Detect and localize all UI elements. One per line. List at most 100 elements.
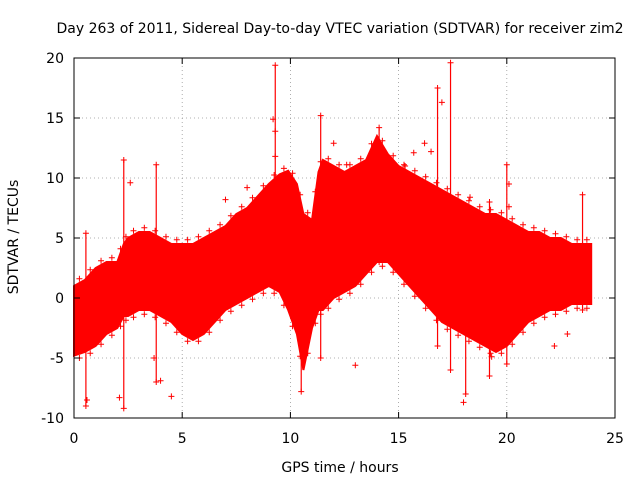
- ticks: 0 5 10 15 20 25 -10 -5 0 5 10 15 20: [41, 51, 624, 447]
- data-point: [476, 344, 483, 351]
- y-tick-label: -5: [50, 351, 64, 367]
- data-point: [206, 329, 213, 336]
- data-point: [157, 377, 164, 384]
- data-point: [401, 281, 408, 288]
- data-point: [153, 379, 160, 385]
- data-point: [390, 152, 397, 159]
- data-band: [73, 133, 593, 371]
- data-point: [433, 317, 440, 324]
- data-point: [505, 203, 512, 210]
- data-point: [289, 170, 296, 177]
- data-point: [503, 161, 510, 168]
- data-point: [462, 203, 469, 210]
- data-point: [563, 233, 570, 240]
- data-point: [455, 332, 462, 339]
- data-point: [498, 350, 505, 357]
- data-point: [298, 388, 305, 395]
- data-point: [411, 293, 418, 300]
- data-point: [260, 290, 267, 297]
- data-point: [487, 206, 494, 213]
- data-point: [117, 323, 124, 330]
- data-point: [152, 227, 159, 234]
- data-point: [376, 124, 383, 131]
- data-point: [87, 266, 94, 273]
- data-point: [379, 263, 386, 270]
- data-point: [141, 311, 148, 318]
- data-point: [195, 233, 202, 240]
- data-point: [530, 224, 537, 231]
- data-point: [410, 149, 417, 156]
- data-point: [280, 165, 287, 172]
- data-point: [486, 199, 493, 205]
- data-point: [317, 112, 324, 119]
- data-point: [116, 394, 123, 401]
- data-point: [271, 290, 278, 297]
- data-point: [217, 221, 224, 228]
- data-point: [487, 350, 494, 357]
- data-point: [130, 314, 137, 321]
- data-point: [76, 275, 83, 282]
- data-point: [249, 194, 256, 201]
- data-point: [401, 161, 408, 168]
- data-point: [244, 184, 251, 191]
- data-point: [465, 197, 472, 204]
- y-tick-label: -10: [41, 411, 64, 427]
- data-point: [379, 137, 386, 144]
- data-point: [434, 85, 441, 91]
- data-point: [325, 305, 332, 312]
- data-point: [249, 296, 256, 303]
- data-point: [486, 373, 493, 379]
- data-point: [462, 391, 469, 397]
- data-point: [297, 353, 304, 360]
- data-point: [541, 227, 548, 234]
- data-point: [173, 236, 180, 243]
- y-tick-label: 10: [46, 171, 64, 187]
- data-point: [98, 341, 105, 348]
- data-point: [352, 362, 359, 369]
- data-layer: [73, 59, 593, 412]
- data-point: [206, 227, 213, 234]
- data-point: [280, 302, 287, 309]
- data-point: [552, 311, 559, 318]
- data-point: [227, 212, 234, 219]
- data-point: [162, 320, 169, 327]
- x-tick-label: 5: [178, 431, 187, 447]
- x-tick-label: 20: [498, 431, 516, 447]
- data-point: [173, 329, 180, 336]
- data-point: [447, 367, 454, 373]
- data-point: [434, 343, 441, 349]
- data-point: [336, 296, 343, 303]
- data-point: [336, 161, 343, 168]
- data-point: [467, 194, 474, 201]
- data-point: [447, 59, 454, 66]
- data-point: [108, 332, 115, 339]
- data-point: [312, 320, 319, 327]
- data-point: [564, 331, 571, 337]
- data-point: [304, 350, 311, 357]
- data-point: [272, 128, 279, 135]
- data-point: [411, 167, 418, 174]
- data-point: [222, 196, 229, 203]
- x-axis-title: GPS time / hours: [281, 460, 398, 476]
- chart-title: Day 263 of 2011, Sidereal Day-to-day VTE…: [57, 21, 624, 37]
- data-point: [376, 259, 383, 265]
- y-tick-label: 20: [46, 51, 64, 67]
- data-point: [390, 269, 397, 276]
- data-point: [272, 62, 279, 69]
- data-point: [346, 290, 353, 297]
- data-point: [98, 257, 105, 264]
- data-point: [83, 397, 90, 403]
- data-point: [120, 157, 127, 163]
- data-point: [444, 326, 451, 333]
- data-point: [368, 269, 375, 276]
- data-point: [498, 209, 505, 216]
- x-tick-label: 10: [281, 431, 299, 447]
- data-point: [421, 140, 428, 147]
- data-point: [357, 281, 364, 288]
- data-point: [343, 161, 350, 168]
- y-tick-label: 15: [46, 111, 64, 127]
- data-point: [563, 308, 570, 315]
- data-point: [304, 209, 311, 216]
- data-point: [583, 305, 590, 312]
